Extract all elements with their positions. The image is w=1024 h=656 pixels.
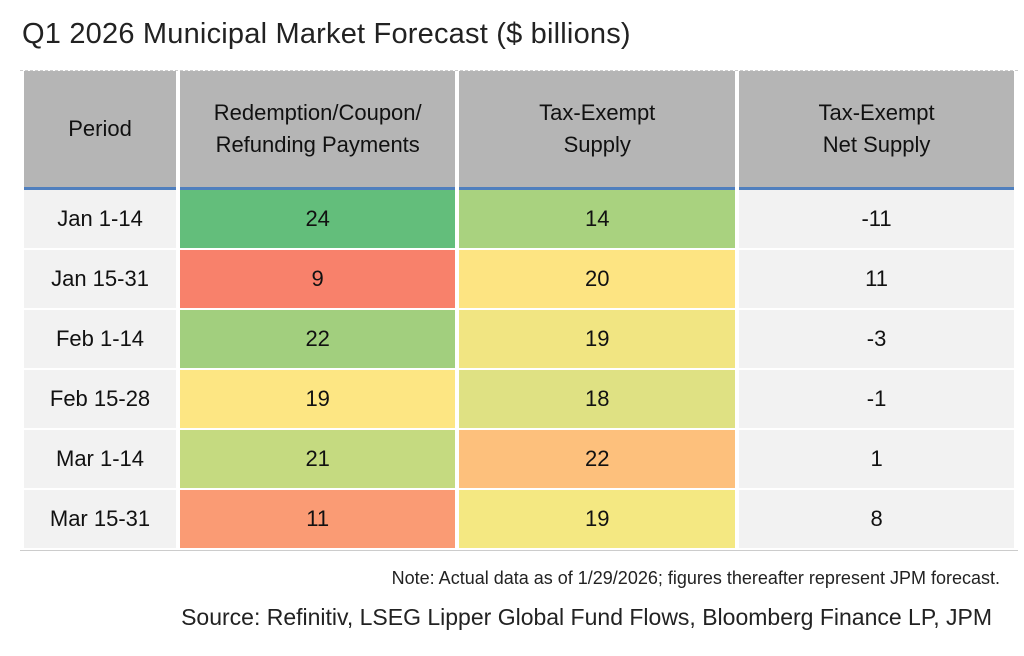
header-row: Period Redemption/Coupon/Refunding Payme… [24,71,1014,190]
header-supply: Tax-Exempt Supply [459,71,736,190]
redemption-cell: 9 [180,250,456,310]
net-supply-cell: -11 [739,190,1014,250]
period-cell: Mar 1-14 [24,430,177,490]
net-supply-cell: 11 [739,250,1014,310]
period-cell: Jan 15-31 [24,250,177,310]
header-text: Tax-Exempt [818,100,935,125]
redemption-cell: 21 [180,430,456,490]
header-net-supply: Tax-Exempt Net Supply [739,71,1014,190]
header-period: Period [24,71,177,190]
source: Source: Refinitiv, LSEG Lipper Global Fu… [181,604,992,630]
table-row: Jan 15-31 9 20 11 [24,250,1014,310]
table-row: Mar 1-14 21 22 1 [24,430,1014,490]
table-row: Feb 15-28 19 18 -1 [24,370,1014,430]
forecast-table: Period Redemption/Coupon/Refunding Payme… [20,70,1018,551]
net-supply-cell: 1 [739,430,1014,490]
net-supply-cell: 8 [739,490,1014,550]
chart-title: Q1 2026 Municipal Market Forecast ($ bil… [22,18,631,50]
period-cell: Mar 15-31 [24,490,177,550]
table-row: Mar 15-31 11 19 8 [24,490,1014,550]
period-cell: Feb 15-28 [24,370,177,430]
net-supply-cell: -1 [739,370,1014,430]
header-text: Net Supply [822,132,931,157]
redemption-cell: 19 [180,370,456,430]
table-row: Jan 1-14 24 14 -11 [24,190,1014,250]
period-cell: Feb 1-14 [24,310,177,370]
supply-cell: 22 [459,430,736,490]
header-redemption: Redemption/Coupon/Refunding Payments [180,71,456,190]
header-text: Redemption/Coupon/ [213,100,422,125]
header-text: Supply [563,132,631,157]
supply-cell: 19 [459,310,736,370]
supply-cell: 14 [459,190,736,250]
header-text: Refunding Payments [215,132,420,157]
header-text: Tax-Exempt [539,100,656,125]
table-row: Feb 1-14 22 19 -3 [24,310,1014,370]
header-text: Period [68,116,132,141]
net-supply-cell: -3 [739,310,1014,370]
supply-cell: 18 [459,370,736,430]
redemption-cell: 22 [180,310,456,370]
note: Note: Actual data as of 1/29/2026; figur… [391,568,1000,588]
period-cell: Jan 1-14 [24,190,177,250]
redemption-cell: 24 [180,190,456,250]
supply-cell: 19 [459,490,736,550]
redemption-cell: 11 [180,490,456,550]
supply-cell: 20 [459,250,736,310]
